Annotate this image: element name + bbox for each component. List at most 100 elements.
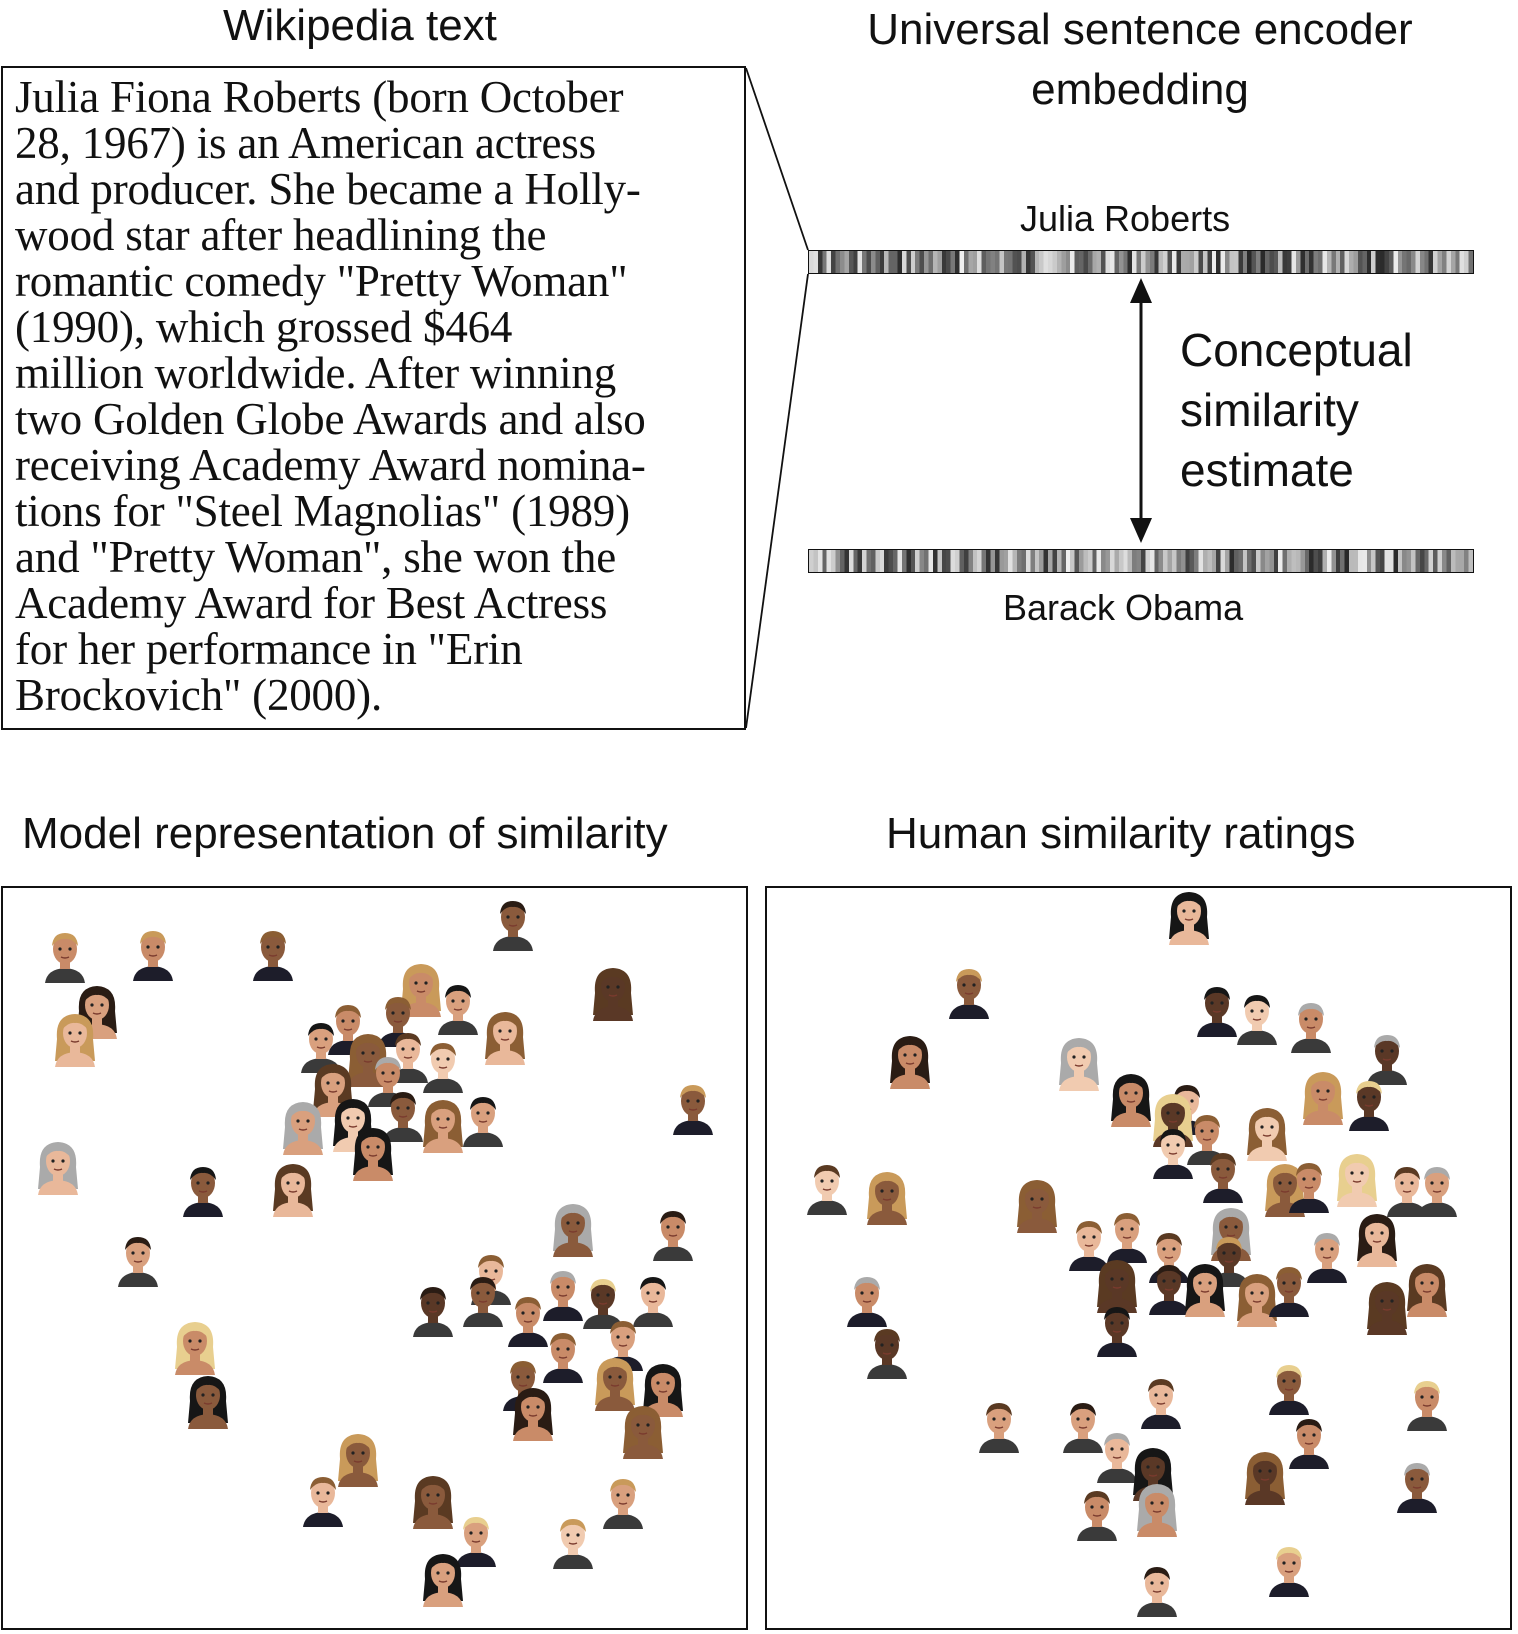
face-thumbnail xyxy=(1263,1357,1315,1415)
face-thumbnail xyxy=(1285,995,1337,1053)
face-thumbnail xyxy=(1091,1299,1143,1357)
face-thumbnail xyxy=(943,961,995,1019)
face-thumbnail xyxy=(1351,1209,1403,1267)
face-thumbnail xyxy=(177,1159,229,1217)
face-thumbnail xyxy=(801,1157,853,1215)
face-thumbnail xyxy=(479,1007,531,1065)
face-thumbnail xyxy=(647,1203,699,1261)
wiki-text-line: Academy Award for Best Actress xyxy=(15,578,608,628)
wikipedia-paragraph: Julia Fiona Roberts (born October 28, 196… xyxy=(15,74,745,718)
face-thumbnail xyxy=(1147,1121,1199,1179)
wiki-text-line: Brockovich" (2000). xyxy=(15,670,382,720)
face-thumbnail xyxy=(537,1263,589,1321)
face-thumbnail xyxy=(1231,987,1283,1045)
face-thumbnail xyxy=(1163,887,1215,945)
face-thumbnail xyxy=(1239,1447,1291,1505)
face-thumbnail xyxy=(1361,1027,1413,1085)
face-thumbnail xyxy=(597,1471,649,1529)
wiki-text-line: receiving Academy Award nomina- xyxy=(15,440,646,490)
face-thumbnail xyxy=(973,1395,1025,1453)
model-similarity-panel xyxy=(1,886,748,1630)
face-thumbnail xyxy=(432,977,484,1035)
face-thumbnail xyxy=(1053,1033,1105,1091)
face-thumbnail xyxy=(277,1097,329,1155)
face-thumbnail xyxy=(507,1383,559,1441)
model-similarity-title: Model representation of similarity xyxy=(22,809,668,858)
wiki-text-line: (1990), which grossed $464 xyxy=(15,302,513,352)
face-thumbnail xyxy=(1391,1455,1443,1513)
wikipedia-text-title: Wikipedia text xyxy=(223,1,497,50)
face-thumbnail xyxy=(861,1321,913,1379)
similarity-label-line: estimate xyxy=(1180,444,1354,496)
wiki-text-line: and "Pretty Woman", she won the xyxy=(15,532,616,582)
face-thumbnail xyxy=(1071,1483,1123,1541)
face-thumbnail xyxy=(417,1549,469,1607)
face-thumbnail xyxy=(32,1137,84,1195)
face-thumbnail xyxy=(457,1089,509,1147)
face-thumbnail xyxy=(1091,1425,1143,1483)
face-thumbnail xyxy=(297,1469,349,1527)
face-thumbnail xyxy=(395,959,447,1017)
face-thumbnail xyxy=(884,1031,936,1089)
human-similarity-panel xyxy=(765,886,1512,1630)
face-thumbnail xyxy=(450,1509,502,1567)
wiki-text-line: tions for "Steel Magnolias" (1989) xyxy=(15,486,630,536)
face-thumbnail xyxy=(1343,1073,1395,1131)
face-thumbnail xyxy=(487,893,539,951)
embedding-vector-barack-obama xyxy=(808,549,1474,573)
face-thumbnail xyxy=(417,1095,469,1153)
face-thumbnail xyxy=(1197,1145,1249,1203)
face-thumbnail xyxy=(1179,1259,1231,1317)
wiki-text-line: romantic comedy "Pretty Woman" xyxy=(15,256,628,306)
face-thumbnail xyxy=(112,1229,164,1287)
face-thumbnail xyxy=(547,1199,599,1257)
face-thumbnail xyxy=(547,1511,599,1569)
face-thumbnail xyxy=(1381,1159,1433,1217)
wiki-text-line: million worldwide. After winning xyxy=(15,348,617,398)
embedding-label-barack-obama: Barack Obama xyxy=(1003,587,1244,628)
face-thumbnail xyxy=(1191,979,1243,1037)
face-thumbnail xyxy=(1241,1103,1293,1161)
face-thumbnail xyxy=(377,1084,429,1142)
face-thumbnail xyxy=(1091,1255,1143,1313)
face-thumbnail xyxy=(589,1353,641,1411)
similarity-label-line: Conceptual xyxy=(1180,324,1413,376)
face-thumbnail xyxy=(1297,1067,1349,1125)
wiki-text-line: for her performance in "Erin xyxy=(15,624,523,674)
face-thumbnail xyxy=(1283,1155,1335,1213)
wiki-text-line: two Golden Globe Awards and also xyxy=(15,394,646,444)
wikipedia-text-box: Julia Fiona Roberts (born October 28, 196… xyxy=(1,66,746,730)
face-thumbnail xyxy=(1301,1225,1353,1283)
embedding-vector-julia-roberts xyxy=(808,250,1474,274)
face-thumbnail xyxy=(417,1035,469,1093)
face-thumbnail xyxy=(1411,1159,1463,1217)
face-thumbnail xyxy=(627,1269,679,1327)
face-thumbnail xyxy=(407,1279,459,1337)
face-thumbnail xyxy=(1011,1175,1063,1233)
face-thumbnail xyxy=(1127,1443,1179,1501)
face-thumbnail xyxy=(49,1009,101,1067)
embedding-label-julia-roberts: Julia Roberts xyxy=(1020,198,1231,239)
face-thumbnail xyxy=(1401,1259,1453,1317)
face-thumbnail xyxy=(1361,1277,1413,1335)
face-thumbnail xyxy=(267,1159,319,1217)
face-thumbnail xyxy=(169,1317,221,1375)
face-thumbnail xyxy=(667,1077,719,1135)
face-thumbnail xyxy=(1331,1149,1383,1207)
wiki-text-line: wood star after headlining the xyxy=(15,210,547,260)
face-thumbnail xyxy=(1105,1069,1157,1127)
face-thumbnail xyxy=(1135,1371,1187,1429)
face-thumbnail xyxy=(1063,1213,1115,1271)
face-thumbnail xyxy=(1263,1539,1315,1597)
conceptual-similarity-label: Conceptual similarity estimate xyxy=(1180,320,1413,500)
encoder-embedding-title: Universal sentence encoder embedding xyxy=(867,5,1413,114)
face-thumbnail xyxy=(1401,1373,1453,1431)
wiki-text-line: Julia Fiona Roberts (born October xyxy=(15,72,624,122)
face-thumbnail xyxy=(587,963,639,1021)
face-thumbnail xyxy=(1263,1259,1315,1317)
face-thumbnail xyxy=(1283,1411,1335,1469)
face-thumbnail xyxy=(457,1269,509,1327)
face-thumbnail xyxy=(247,923,299,981)
wiki-text-line: and producer. She became a Holly- xyxy=(15,164,641,214)
